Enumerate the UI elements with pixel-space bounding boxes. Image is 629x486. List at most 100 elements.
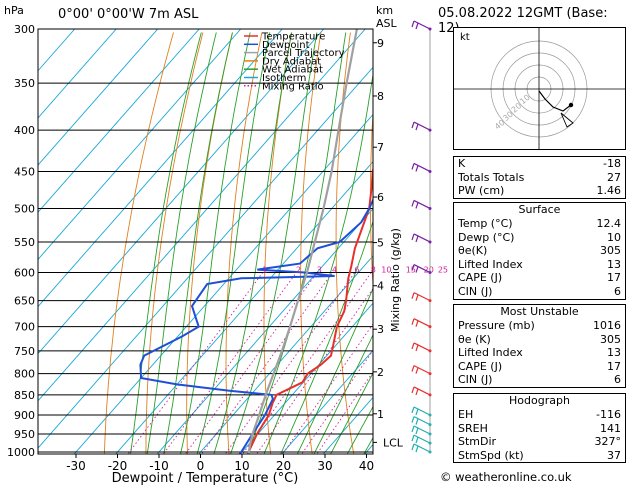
surface-label: CIN (J) [458,284,493,298]
wind-barb [411,342,432,353]
surface-label: Temp (°C) [458,217,513,230]
wind-barb [411,20,432,31]
wind-barbs [411,20,432,454]
legend-label: Isotherm [262,73,306,84]
wind-barb [411,386,432,397]
isotherm-line [38,29,159,166]
index-row: Totals Totals 27 [454,171,625,185]
hodograph-table-title: Hodograph [509,394,570,407]
most-unstable-row: Pressure (mb) 1016 [454,319,625,333]
index-label: Totals Totals [458,170,525,184]
index-row: K -18 [454,157,625,171]
temperature-tick-label: 10 [234,459,249,473]
mixing-ratio-line [316,371,373,454]
most-unstable-row: CIN (J) 6 [454,373,625,387]
legend-label: Wet Adiabat [262,65,323,76]
wind-barb [411,434,432,445]
isotherm-line [38,29,283,308]
wet-adiabat-line [296,287,373,454]
pressure-tick-label: 550 [14,236,35,249]
temperature-line [247,166,373,454]
pressure-tick-label: 500 [14,202,35,215]
mixing-ratio-label: 4 [332,266,337,275]
parcel-trajectory-line [247,29,358,454]
hodograph-unit-label: kt [460,32,470,43]
surface-row: CAPE (J) 17 [454,271,625,285]
hodograph-label: SREH [458,421,488,435]
most-unstable-label: CIN (J) [458,373,493,387]
most-unstable-row: θe (K) 305 [454,333,625,347]
isotherm-line [38,29,76,72]
wet-adiabat-line [180,32,251,454]
wet-adiabat-line [263,71,373,454]
dewpoint-line [139,29,373,454]
hodograph-row: EH -116 [454,408,625,422]
pressure-tick-label: 900 [14,409,35,422]
hodograph-value: 141 [600,421,621,435]
most-unstable-title: Most Unstable [500,305,579,318]
index-label: PW (cm) [458,184,505,198]
surface-value: 10 [607,230,621,244]
wind-barb [411,406,432,417]
dry-adiabat-line [103,32,174,454]
wet-adiabat-line [213,32,293,454]
isotherm-line [38,66,373,449]
wind-barb [411,365,432,376]
hodograph-storm-motion [568,102,574,108]
legend-label: Mixing Ratio [262,81,324,92]
hodograph-value: 327° [594,435,622,449]
indices-table: K -18 Totals Totals 27 PW (cm) 1.46 [453,156,626,199]
pressure-tick-label: 400 [14,124,35,137]
wind-barb [411,416,432,427]
surface-label: CAPE (J) [458,271,503,285]
hodograph-label: StmDir [458,435,497,449]
location-label: 0°00' 0°00'W 7m ASL [58,7,199,22]
isotherm-line [198,255,373,454]
most-unstable-value: 17 [607,359,621,373]
mixing-ratio-label: 20 [424,266,434,275]
wet-adiabat-line [280,219,373,454]
isotherm-line [73,113,373,454]
mixing-ratio-label: 1 [262,266,267,275]
hodograph-table: Hodograph EH -116 SREH 141 StmDir 327° StmSpd … [453,393,626,464]
wind-barb [411,233,432,244]
most-unstable-value: 305 [600,332,621,346]
lcl-label: LCL [383,436,404,449]
hodograph-label: EH [458,408,474,421]
footer-copyright: © weatheronline.co.uk [440,470,572,484]
pressure-tick-label: 650 [14,295,35,308]
height-km-label: 7 [377,141,384,154]
wet-adiabat-line [163,32,233,454]
isotherm-line [38,29,366,402]
pressure-tick-label: 800 [14,368,35,381]
mixing-ratio-line [242,272,372,454]
dry-adiabat-line [404,33,438,457]
most-unstable-value: 6 [614,373,621,387]
hodograph-panel: kt 10 20 30 40 [453,27,626,150]
most-unstable-table: Most Unstable Pressure (mb) 1016 θe (K) 305… [453,304,626,388]
pressure-tick-label: 300 [14,23,35,36]
pressure-unit-label: hPa [4,4,24,17]
mixing-ratio-label: 3 [317,266,322,275]
wind-barb [411,443,432,454]
mixing-ratio-label: 6 [354,266,359,275]
wind-barb [411,425,432,436]
wind-barb [411,263,432,275]
height-unit-asl: ASL [376,17,397,30]
isotherm-line [38,29,325,355]
x-axis-label: Dewpoint / Temperature (°C) [112,471,299,486]
pressure-tick-label: 750 [14,345,35,358]
isotherm-line [38,29,117,119]
mixing-ratio-label: 25 [438,266,448,275]
pressure-tick-label: 450 [14,165,35,178]
isotherm-line [38,29,242,261]
dry-adiabat-line [369,106,373,291]
height-km-label: 1 [377,408,384,421]
mixing-ratio-line [282,323,373,454]
height-unit-km: km [376,4,394,17]
surface-label: Dewp (°C) [458,230,515,244]
mixing-ratio-label: 15 [406,266,416,275]
pressure-tick-label: 350 [14,77,35,90]
